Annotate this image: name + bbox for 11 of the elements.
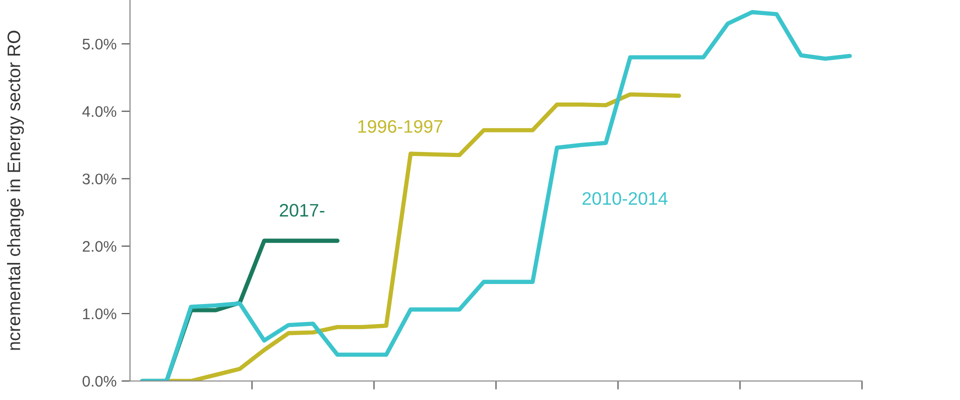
- series-label: 1996-1997: [358, 120, 442, 133]
- y-tick-label: 4.0%: [82, 106, 116, 117]
- y-tick-label: 3.0%: [82, 174, 116, 184]
- y-axis-title: ncremental change in Energy sector RO: [7, 30, 24, 350]
- y-tick-label: 0.0%: [82, 376, 116, 387]
- line-series: [140, 10, 852, 381]
- y-tick-label: 2.0%: [82, 241, 116, 252]
- series-label: 2017-: [280, 204, 324, 217]
- y-tick-label: 1.0%: [83, 308, 116, 320]
- y-tick-label: 5.0%: [82, 38, 116, 50]
- series-label: 2010-2014: [582, 192, 668, 205]
